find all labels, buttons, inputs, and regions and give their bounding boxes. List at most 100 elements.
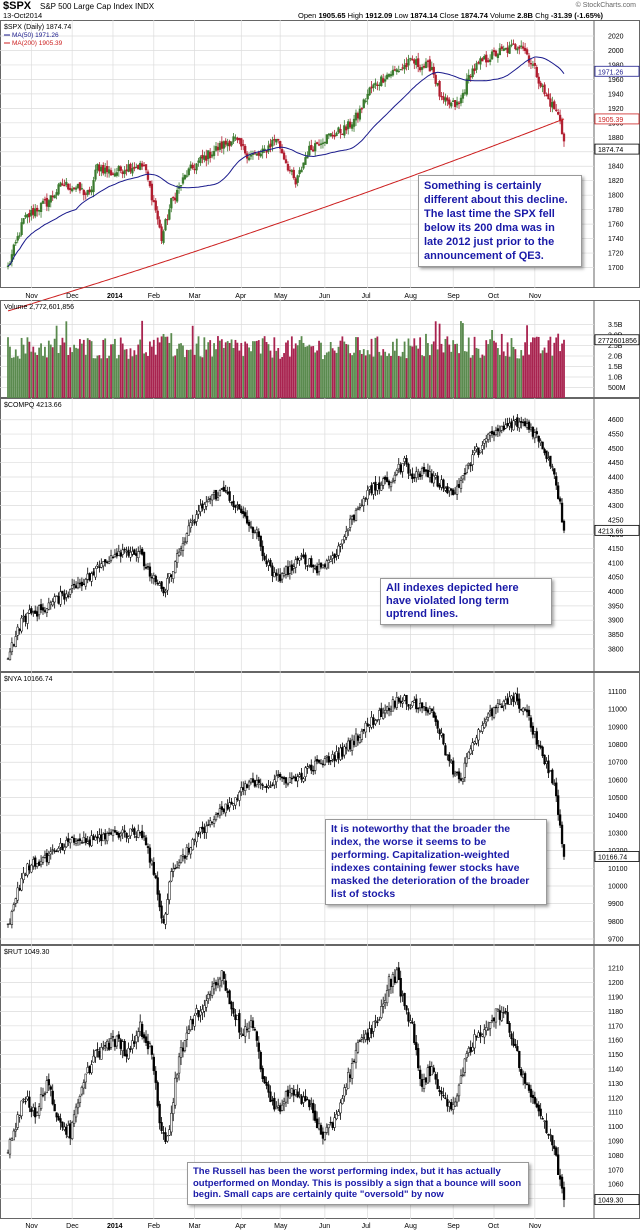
volume-ytick-label: 3.5B: [608, 322, 623, 329]
candle-body: [555, 1147, 558, 1156]
candle-body: [57, 184, 60, 195]
source-credit: © StockCharts.com: [575, 2, 636, 9]
candle-body: [189, 847, 192, 855]
candle-body: [20, 1100, 23, 1117]
volume-bar: [290, 336, 293, 398]
candle-body: [329, 133, 332, 137]
rut-ytick-label: 1180: [608, 1009, 623, 1016]
candle-body: [203, 1005, 206, 1012]
candle-body: [461, 1074, 465, 1076]
candle-body: [560, 119, 564, 135]
volume-bar: [125, 349, 128, 398]
volume-bar: [236, 342, 239, 398]
candle-body: [391, 69, 395, 76]
candle-body: [337, 752, 340, 759]
candle-body: [329, 1121, 332, 1124]
candle-body: [405, 458, 408, 465]
candle-body: [553, 783, 556, 785]
volume-bar: [104, 338, 107, 398]
volume-bar: [380, 355, 383, 398]
candle-body: [455, 101, 459, 106]
candle-body: [55, 850, 58, 853]
candle-body: [59, 591, 62, 605]
volume-bar: [405, 358, 408, 398]
candle-body: [209, 993, 212, 996]
candle-body: [34, 1107, 37, 1118]
volume-bar: [211, 356, 214, 398]
candle-body: [284, 777, 288, 784]
volume-bar: [417, 348, 420, 398]
candle-body: [518, 46, 521, 49]
candle-body: [405, 1005, 408, 1011]
nya-ytick-label: 9800: [608, 919, 624, 926]
candle-body: [452, 760, 455, 775]
candle-body: [440, 95, 443, 98]
ma50-line: [7, 56, 565, 267]
volume-bar: [28, 341, 31, 398]
candle-body: [302, 162, 305, 169]
candle-body: [350, 739, 354, 751]
volume-bar: [263, 336, 266, 398]
candle-body: [28, 1096, 31, 1108]
candle-body: [531, 64, 535, 66]
candle-body: [488, 710, 492, 713]
candle-body: [212, 492, 216, 495]
candle-body: [137, 165, 140, 170]
volume-bar: [337, 346, 340, 398]
candle-body: [310, 764, 313, 771]
candle-body: [306, 766, 309, 769]
candle-body: [420, 702, 424, 709]
candle-body: [253, 1029, 257, 1031]
nya-ytick-label: 10900: [608, 724, 628, 731]
candle-body: [271, 565, 274, 576]
candle-body: [162, 586, 165, 594]
candle-body: [203, 827, 206, 834]
volume-bar: [244, 341, 247, 398]
candle-body: [140, 163, 144, 167]
candle-body: [92, 571, 95, 576]
volume-bar: [172, 356, 175, 398]
candle-body: [220, 806, 223, 810]
candle-body: [331, 754, 334, 760]
xaxis-label-top: Aug: [404, 293, 417, 300]
candle-body: [483, 722, 486, 728]
volume-bar: [121, 343, 124, 398]
candle-body: [333, 134, 336, 137]
candle-body: [224, 803, 227, 814]
candle-body: [72, 187, 76, 189]
candle-body: [30, 864, 33, 873]
volume-bar: [343, 341, 346, 398]
candle-body: [105, 1040, 109, 1049]
candle-body: [453, 100, 457, 107]
compq-ytick-label: 3950: [608, 603, 624, 610]
candle-body: [74, 841, 78, 844]
candle-body: [450, 1102, 453, 1110]
candle-body: [210, 154, 214, 157]
candle-body: [30, 210, 33, 216]
candle-body: [242, 144, 245, 146]
compq-ytick-label: 4100: [608, 560, 624, 567]
candle-body: [277, 774, 280, 776]
candle-body: [471, 1046, 474, 1051]
candle-body: [440, 1091, 443, 1095]
candle-body: [259, 153, 262, 157]
candle-body: [98, 834, 101, 839]
spx-ytick-label: 1760: [608, 222, 624, 229]
candle-body: [368, 1028, 371, 1038]
candle-body: [242, 1034, 245, 1036]
candle-body: [174, 1077, 177, 1106]
candle-body: [201, 1009, 204, 1013]
volume-bar: [34, 352, 37, 398]
volume-bar: [456, 343, 458, 398]
candle-body: [164, 1132, 167, 1142]
volume-bar: [539, 353, 542, 398]
candle-body: [393, 69, 397, 71]
volume-bar: [452, 340, 455, 398]
candle-body: [520, 709, 523, 711]
candle-body: [150, 860, 154, 865]
volume-bar: [228, 342, 231, 398]
candle-body: [86, 190, 89, 195]
candle-body: [306, 1098, 309, 1101]
candle-body: [205, 825, 208, 833]
volume-bar: [393, 350, 396, 398]
